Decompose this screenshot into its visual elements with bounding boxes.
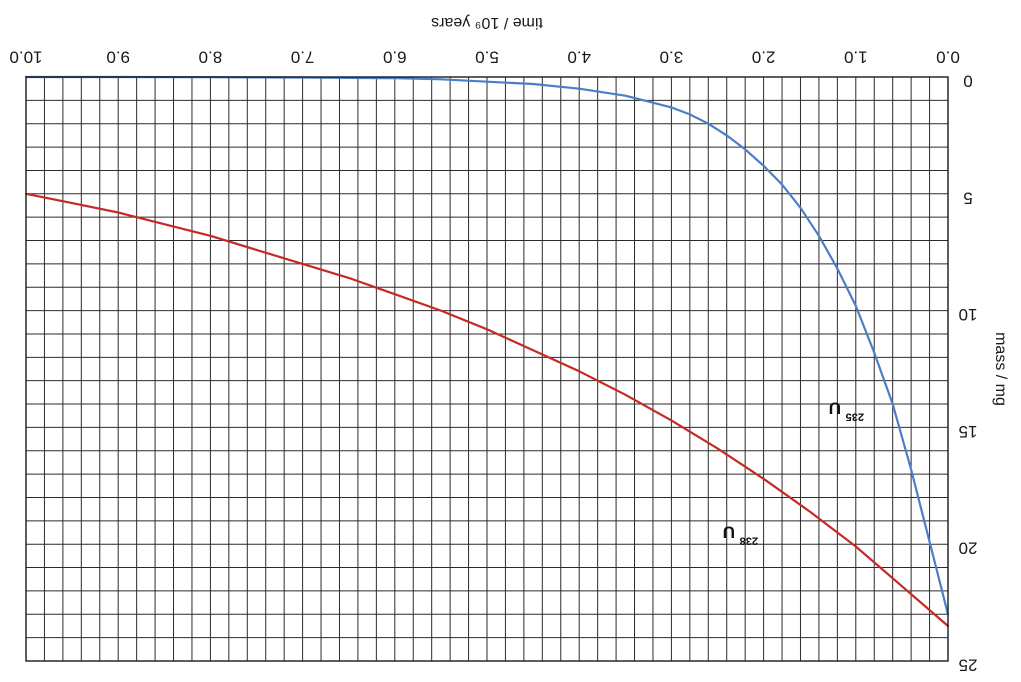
series-label-238u: 238 U: [723, 523, 758, 547]
y-tick-label: 10: [959, 305, 978, 324]
series-label-mass-number: 238: [740, 535, 758, 547]
y-axis-label: mass / mg: [992, 332, 1009, 406]
y-tick-label: 25: [959, 656, 978, 675]
x-tick-label: 10.0: [9, 48, 42, 67]
x-tick-label: 9.0: [106, 48, 130, 67]
series-line-238u: [24, 192, 950, 628]
tick-labels: 0.0 1.0 2.0 3.0 4.0 5.0 6.0 7.0 8.0 9.0 10.0 0 5 10 15…: [9, 48, 977, 675]
series-label-symbol: U: [723, 523, 735, 542]
plot-frame: [25, 76, 949, 662]
x-tick-label: 0.0: [936, 48, 960, 67]
x-tick-label: 7.0: [291, 48, 315, 67]
x-axis-label: time / 10⁹ years: [431, 14, 543, 31]
axis-labels: time / 10⁹ years mass / mg: [431, 14, 1009, 406]
x-tick-label: 4.0: [567, 48, 591, 67]
y-tick-label: 20: [959, 539, 978, 558]
series-labels: 238 U 235 U: [723, 399, 864, 547]
x-tick-label: 1.0: [844, 48, 868, 67]
grid: [25, 76, 949, 662]
x-tick-label: 3.0: [660, 48, 684, 67]
x-tick-label: 8.0: [199, 48, 223, 67]
y-tick-label: 0: [963, 72, 972, 91]
x-tick-label: 5.0: [475, 48, 499, 67]
y-tick-label: 5: [963, 188, 972, 207]
x-tick-label: 6.0: [383, 48, 407, 67]
series-label-symbol: U: [829, 399, 841, 418]
x-tick-label: 2.0: [752, 48, 776, 67]
series-line-235u: [24, 75, 950, 616]
series-label-mass-number: 235: [846, 411, 864, 423]
series-lines: [24, 75, 950, 628]
series-label-235u: 235 U: [829, 399, 864, 423]
y-tick-label: 15: [959, 422, 978, 441]
